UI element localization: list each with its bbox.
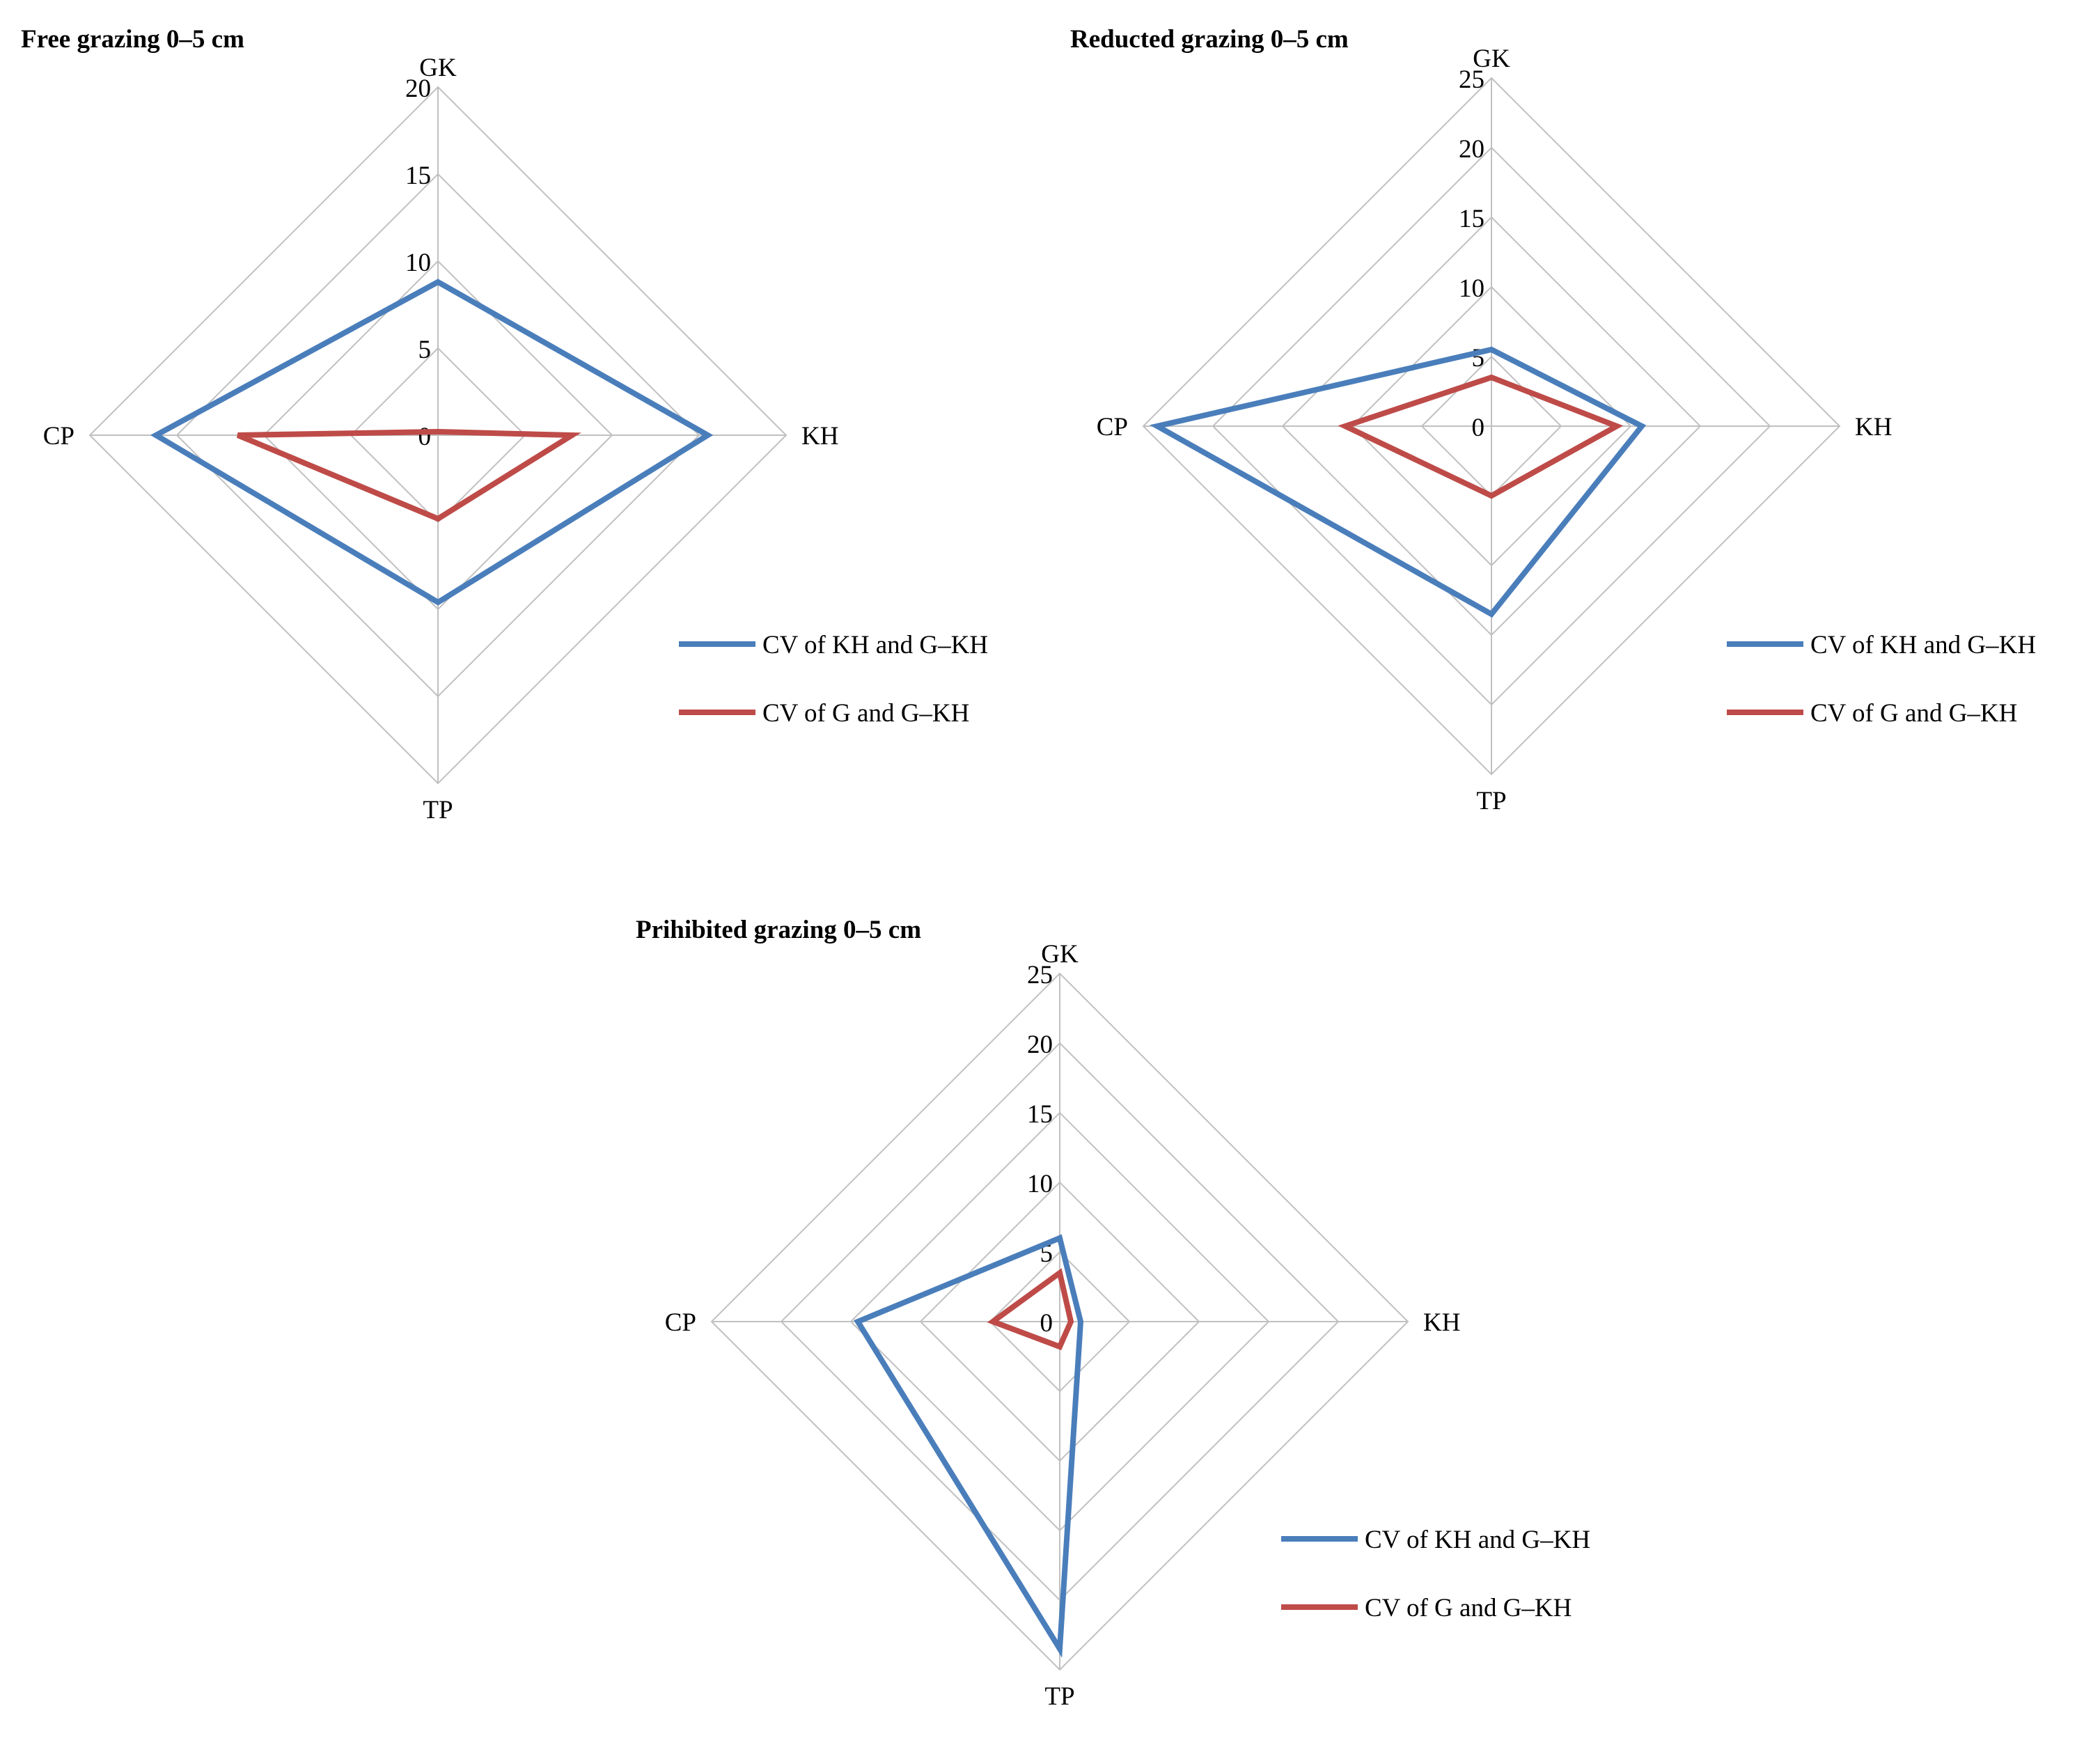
axis-label-cp: CP [1097, 413, 1128, 441]
legend-label: CV of KH and G–KH [762, 631, 988, 659]
radar-chart-3: Prihibited grazing 0–5 cm0510152025GKKHT… [636, 916, 1590, 1711]
series-line-cv-kh-gkh [854, 1234, 1084, 1658]
axis-label-gk: GK [1041, 940, 1079, 969]
chart-title: Prihibited grazing 0–5 cm [636, 916, 921, 944]
axis-label-gk: GK [1473, 45, 1510, 73]
axis-labels: GK KH TP CP [1097, 45, 1893, 815]
tick-label: 25 [1459, 65, 1484, 94]
tick-label: 5 [1472, 344, 1485, 373]
series-line-cv-g-gkh [1338, 374, 1624, 499]
series-line-cv-kh-gkh [150, 279, 714, 606]
axis-label-tp: TP [1044, 1682, 1074, 1711]
tick-label: 15 [1027, 1100, 1053, 1129]
tick-label: 0 [1040, 1309, 1053, 1338]
tick-label: 5 [418, 336, 432, 364]
tick-label: 15 [405, 162, 431, 190]
tick-label: 25 [1027, 961, 1053, 989]
axis-label-kh: KH [801, 422, 838, 451]
legend-label: CV of G and G–KH [762, 699, 969, 728]
tick-label: 10 [1459, 274, 1484, 303]
legend-label: CV of G and G–KH [1810, 699, 2017, 728]
legend: CV of KH and G–KH CV of G and G–KH [1727, 631, 2036, 728]
series-line-cv-g-gkh [987, 1268, 1074, 1351]
radar-grid [710, 972, 1409, 1671]
series-line-cv-kh-gkh [1150, 346, 1647, 618]
axis-label-gk: GK [419, 54, 457, 82]
series-line-cv-g-gkh [236, 428, 581, 522]
tick-label: 0 [418, 423, 432, 451]
axis-labels: GK KH TP CP [665, 940, 1461, 1711]
tick-label: 10 [1027, 1170, 1053, 1198]
tick-label: 10 [405, 249, 431, 277]
tick-label: 15 [1459, 205, 1484, 233]
legend-label: CV of KH and G–KH [1810, 631, 2036, 659]
legend: CV of KH and G–KH CV of G and G–KH [679, 631, 988, 728]
legend: CV of KH and G–KH CV of G and G–KH [1281, 1526, 1590, 1622]
tick-labels: 0 5 10 15 20 25 [1459, 65, 1484, 442]
axis-label-cp: CP [665, 1308, 696, 1337]
axis-label-tp: TP [1476, 787, 1506, 815]
tick-label: 0 [1472, 414, 1485, 442]
tick-labels: 0 5 10 15 20 [405, 75, 431, 451]
chart-title: Free grazing 0–5 cm [21, 25, 244, 54]
axis-label-kh: KH [1855, 413, 1892, 441]
tick-label: 20 [1459, 135, 1484, 164]
axis-labels: GK KH TP CP [43, 54, 839, 824]
tick-label: 20 [1027, 1031, 1053, 1059]
legend-label: CV of KH and G–KH [1365, 1526, 1590, 1554]
legend-label: CV of G and G–KH [1365, 1594, 1572, 1622]
tick-label: 20 [405, 75, 431, 103]
axis-label-tp: TP [423, 796, 453, 824]
axis-label-kh: KH [1423, 1308, 1460, 1337]
radar-grid [1142, 77, 1841, 776]
axis-label-cp: CP [43, 422, 75, 451]
chart-title: Reducted grazing 0–5 cm [1070, 25, 1349, 54]
